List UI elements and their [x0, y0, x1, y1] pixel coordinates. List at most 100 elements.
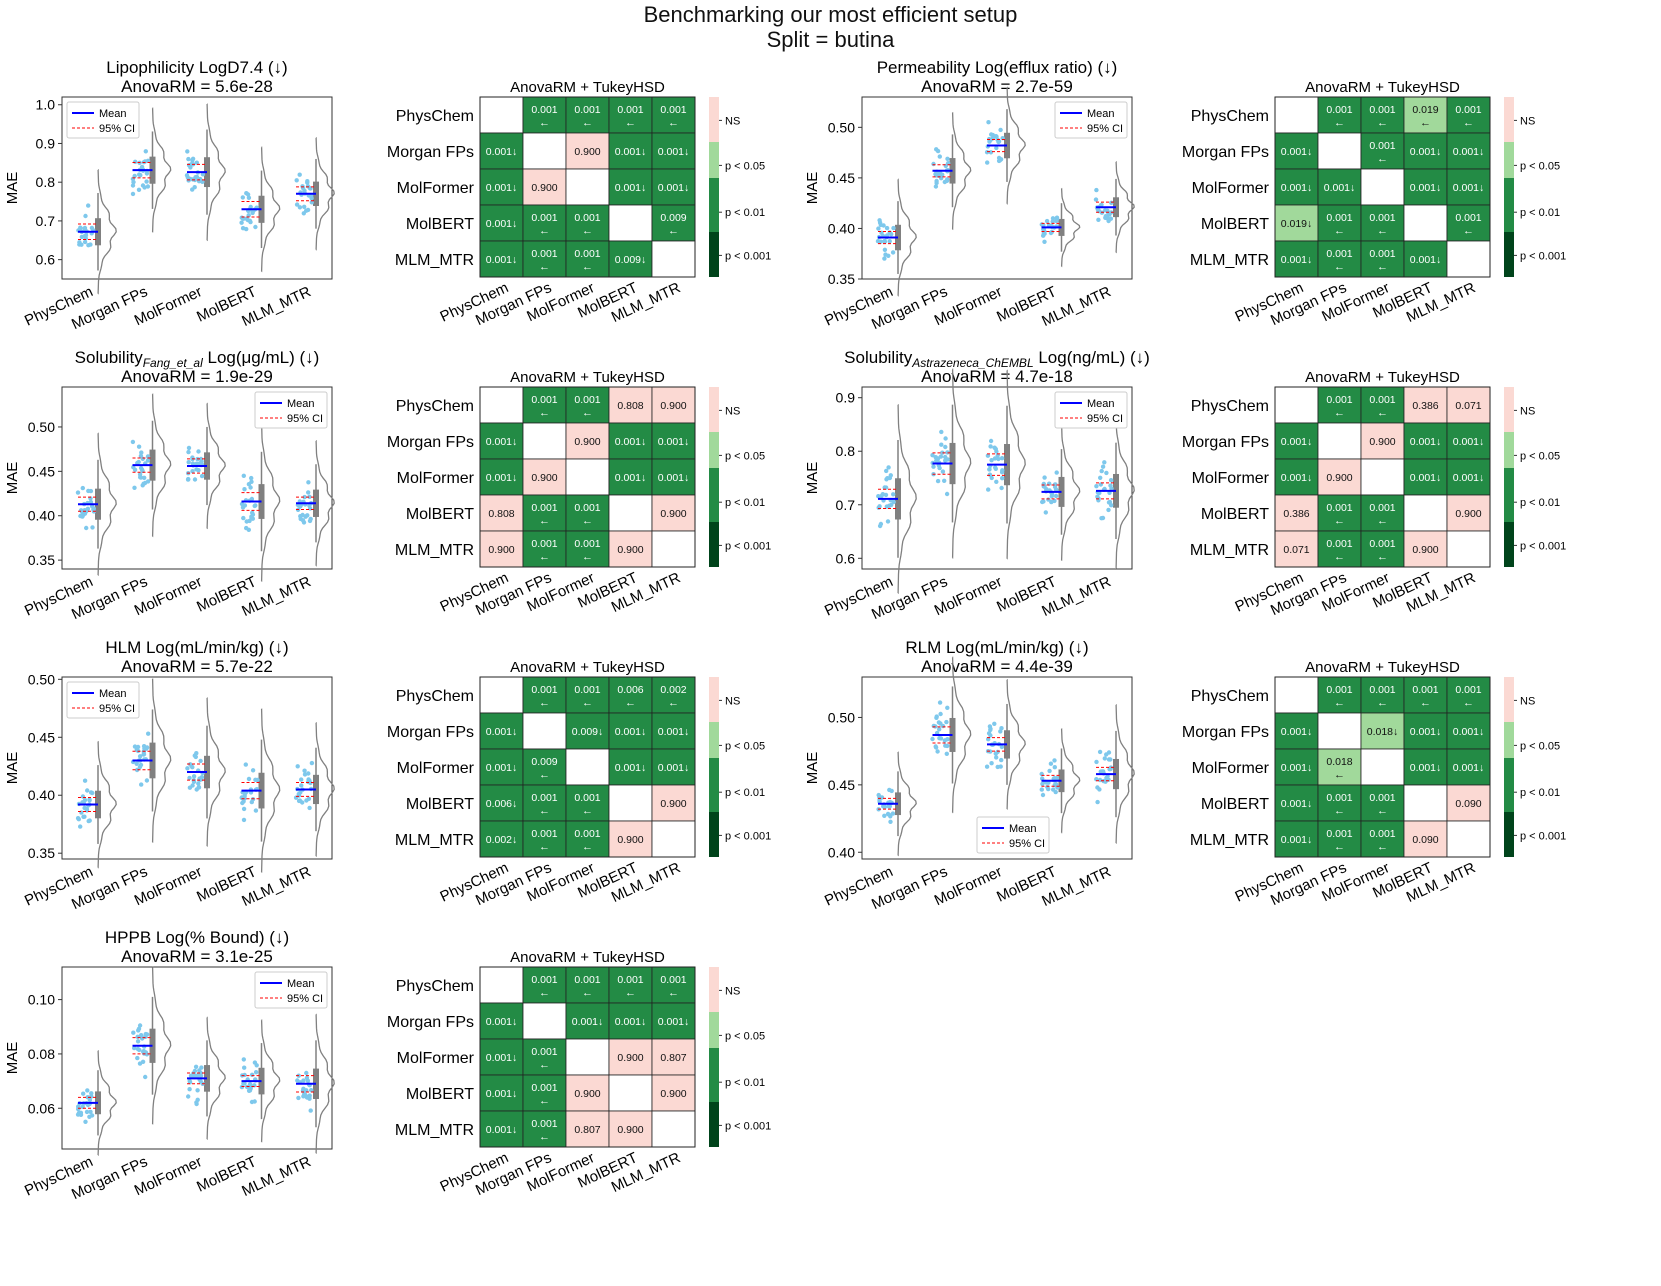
violin-shape [97, 432, 117, 576]
data-point [1109, 200, 1114, 205]
legend: Mean 95% CI [254, 391, 328, 429]
heatmap-cell-value: 0.001 [660, 104, 686, 116]
data-point [935, 478, 941, 484]
data-point [1050, 219, 1055, 224]
data-point [242, 1081, 247, 1086]
colorbar-label: p < 0.05 [725, 1030, 765, 1042]
data-point [940, 469, 946, 474]
heatmap-cell-value: 0.001 [1369, 140, 1395, 152]
data-point [998, 157, 1004, 162]
heatmap-row-label: PhysChem [1191, 108, 1269, 125]
heatmap-cell-value: 0.001↓ [1453, 146, 1485, 158]
data-point [90, 790, 95, 796]
data-point [294, 178, 299, 183]
heatmap-cell-value: 0.900 [488, 544, 514, 556]
y-tick-label: 0.40 [828, 844, 855, 860]
data-point [249, 799, 254, 805]
data-point [84, 509, 89, 514]
violin-shape [1006, 86, 1026, 205]
data-point [988, 150, 994, 155]
violin-shape [951, 656, 972, 814]
heatmap-cell [1317, 458, 1362, 496]
heatmap-cell-value: 0.001 [1369, 828, 1395, 840]
data-point [1052, 765, 1058, 770]
heatmap-cell-value: 0.001 [574, 684, 600, 696]
heatmap-frame [1274, 96, 1491, 278]
data-point [1040, 776, 1045, 781]
heatmap-cell-arrow: ← [1377, 407, 1388, 419]
heatmap-row-label: MLM_MTR [1190, 252, 1269, 269]
data-point [992, 721, 997, 726]
heatmap-row-label: MolFormer [1192, 760, 1270, 777]
y-tick-label: 0.50 [28, 671, 55, 687]
heatmap-cell-value: 0.001↓ [1281, 726, 1313, 738]
data-point [192, 477, 198, 482]
data-point [131, 1030, 136, 1035]
heatmap-cell-value: 0.001↓ [1281, 146, 1313, 158]
heatmap-row-label: MolFormer [1192, 180, 1270, 197]
heatmap-cell [522, 422, 567, 460]
data-point [188, 1073, 194, 1079]
data-point [252, 1060, 258, 1065]
heatmap-cell [479, 820, 524, 858]
violin-shape [206, 1016, 226, 1140]
heatmap-cell-value: 0.001↓ [658, 726, 690, 738]
heatmap-cell-value: 0.001↓ [1281, 472, 1313, 484]
data-point [84, 1109, 90, 1115]
heatmap-cell-arrow: ← [539, 407, 550, 419]
heatmap-cell-value: 0.001↓ [615, 1016, 647, 1028]
heatmap-cell-value: 0.001↓ [486, 762, 518, 774]
data-point [1053, 782, 1059, 787]
heatmap-cell-arrow: ← [539, 1095, 550, 1107]
data-point [136, 444, 142, 449]
violin-panel-3: SolubilityFang_et_al Log(μg/mL) (↓)Anova… [4, 348, 335, 623]
colorbar-segment [709, 142, 719, 178]
heatmap-cell-value: 0.001↓ [486, 182, 518, 194]
heatmap-cell-arrow: ← [539, 261, 550, 273]
data-point [1046, 497, 1051, 502]
heatmap-cell-value: 0.001↓ [1453, 182, 1485, 194]
heatmap-cell-value: 0.900 [531, 472, 557, 484]
heatmap-cell [608, 784, 653, 822]
data-point [248, 219, 253, 225]
heatmap-cell-arrow: ← [668, 117, 679, 129]
data-point [240, 800, 245, 806]
heatmap-cell-value: 0.001 [531, 974, 557, 986]
data-point [888, 819, 893, 824]
data-point [942, 478, 947, 483]
heatmap-cell-arrow: ← [1334, 117, 1345, 129]
data-point [307, 778, 312, 783]
heatmap-cell [1360, 712, 1405, 750]
data-point [90, 525, 95, 530]
legend-mean-label: Mean [287, 978, 315, 990]
heatmap-cell-value: 0.001↓ [658, 472, 690, 484]
data-point [85, 1102, 91, 1108]
heatmap-cell [1446, 132, 1491, 170]
legend: Mean 95% CI [1054, 101, 1128, 139]
violin-shape [897, 178, 917, 297]
heatmap-cell-arrow: ← [539, 841, 550, 853]
violin-shape [151, 107, 172, 233]
heatmap-row-label: PhysChem [396, 108, 474, 125]
violin-shape [97, 1050, 117, 1156]
colorbar-label: p < 0.001 [725, 540, 771, 552]
colorbar-label: p < 0.001 [725, 250, 771, 262]
data-point [1054, 776, 1060, 781]
heatmap-cell-arrow: ← [1377, 515, 1388, 527]
heatmap-cell [522, 240, 567, 278]
heatmap-cell-value: 0.900 [531, 182, 557, 194]
plot-frame [861, 96, 1133, 280]
heatmap-row-label: MLM_MTR [395, 252, 474, 269]
heatmap-cell [1403, 530, 1448, 568]
heatmap-cell [651, 240, 696, 278]
heatmap-cell [1360, 820, 1405, 858]
colorbar-label: p < 0.001 [725, 830, 771, 842]
heatmap-cell-arrow: ← [1463, 697, 1474, 709]
heatmap-cell-value: 0.001↓ [1453, 726, 1485, 738]
data-point [938, 711, 943, 717]
legend-box [66, 681, 140, 719]
data-point [144, 1052, 150, 1057]
data-point [1094, 484, 1099, 489]
data-point [1043, 510, 1049, 515]
